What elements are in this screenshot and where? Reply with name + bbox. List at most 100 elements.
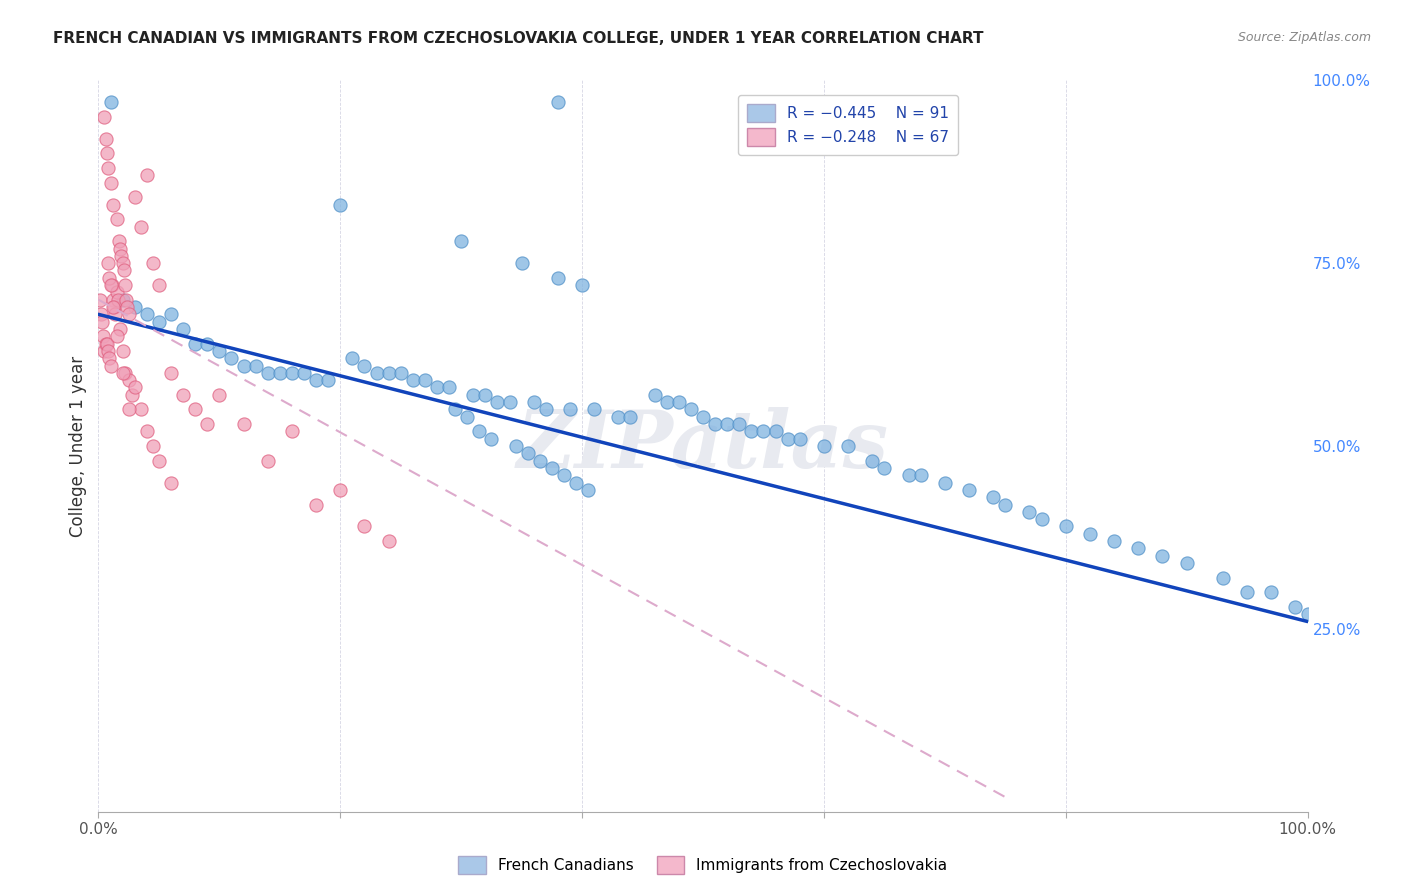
Point: [1102, 534, 1125, 549]
Point: [111, 366, 134, 380]
Point: [256, 453, 278, 467]
Point: [679, 402, 702, 417]
Point: [108, 322, 131, 336]
Y-axis label: College, Under 1 year: College, Under 1 year: [69, 355, 87, 537]
Point: [135, 169, 157, 183]
Point: [98, 270, 121, 285]
Point: [172, 322, 194, 336]
Point: [329, 197, 352, 211]
Point: [281, 425, 304, 439]
Point: [305, 498, 328, 512]
Point: [114, 278, 136, 293]
Point: [93, 343, 115, 358]
Point: [619, 409, 641, 424]
Point: [583, 402, 606, 417]
Point: [97, 161, 120, 175]
Point: [426, 380, 449, 394]
Point: [114, 366, 136, 380]
Point: [1078, 526, 1101, 541]
Point: [837, 439, 859, 453]
Point: [135, 425, 157, 439]
Point: [463, 388, 485, 402]
Point: [148, 453, 170, 467]
Point: [105, 329, 128, 343]
Point: [1054, 519, 1077, 533]
Point: [172, 388, 194, 402]
Point: [607, 409, 630, 424]
Point: [523, 395, 546, 409]
Point: [692, 409, 714, 424]
Point: [728, 417, 751, 431]
Point: [389, 366, 412, 380]
Point: [413, 373, 436, 387]
Point: [111, 256, 134, 270]
Point: [1260, 585, 1282, 599]
Point: [118, 402, 141, 417]
Text: ZIPatlas: ZIPatlas: [517, 408, 889, 484]
Point: [112, 263, 135, 277]
Point: [160, 307, 183, 321]
Point: [1284, 599, 1306, 614]
Point: [160, 366, 183, 380]
Point: [716, 417, 738, 431]
Point: [195, 336, 218, 351]
Point: [704, 417, 727, 431]
Point: [789, 432, 811, 446]
Point: [232, 417, 254, 431]
Point: [437, 380, 460, 394]
Point: [100, 95, 122, 110]
Point: [316, 373, 339, 387]
Point: [540, 461, 562, 475]
Point: [655, 395, 678, 409]
Point: [115, 293, 138, 307]
Point: [135, 307, 157, 321]
Point: [897, 468, 920, 483]
Point: [148, 315, 170, 329]
Point: [97, 343, 120, 358]
Legend: R = −0.445    N = 91, R = −0.248    N = 67: R = −0.445 N = 91, R = −0.248 N = 67: [738, 95, 957, 155]
Point: [91, 315, 114, 329]
Point: [94, 336, 117, 351]
Point: [142, 256, 165, 270]
Point: [98, 351, 121, 366]
Point: [740, 425, 762, 439]
Point: [129, 219, 152, 234]
Point: [93, 110, 115, 124]
Point: [456, 409, 478, 424]
Legend: French Canadians, Immigrants from Czechoslovakia: French Canadians, Immigrants from Czecho…: [453, 850, 953, 880]
Point: [1152, 549, 1174, 563]
Point: [553, 468, 575, 483]
Point: [208, 343, 231, 358]
Point: [668, 395, 690, 409]
Point: [100, 359, 122, 373]
Point: [256, 366, 278, 380]
Point: [644, 388, 666, 402]
Point: [221, 351, 243, 366]
Text: Source: ZipAtlas.com: Source: ZipAtlas.com: [1237, 31, 1371, 45]
Point: [342, 351, 364, 366]
Point: [1212, 571, 1234, 585]
Point: [377, 366, 399, 380]
Point: [100, 176, 122, 190]
Point: [124, 380, 146, 394]
Point: [353, 359, 375, 373]
Text: FRENCH CANADIAN VS IMMIGRANTS FROM CZECHOSLOVAKIA COLLEGE, UNDER 1 YEAR CORRELAT: FRENCH CANADIAN VS IMMIGRANTS FROM CZECH…: [53, 31, 984, 46]
Point: [1236, 585, 1258, 599]
Point: [353, 519, 375, 533]
Point: [108, 242, 131, 256]
Point: [547, 95, 569, 110]
Point: [981, 490, 1004, 504]
Point: [118, 307, 141, 321]
Point: [547, 270, 569, 285]
Point: [100, 278, 122, 293]
Point: [91, 329, 114, 343]
Point: [292, 366, 315, 380]
Point: [402, 373, 425, 387]
Point: [481, 432, 503, 446]
Point: [576, 483, 599, 497]
Point: [104, 307, 127, 321]
Point: [245, 359, 267, 373]
Point: [1031, 512, 1053, 526]
Point: [565, 475, 588, 490]
Point: [873, 461, 896, 475]
